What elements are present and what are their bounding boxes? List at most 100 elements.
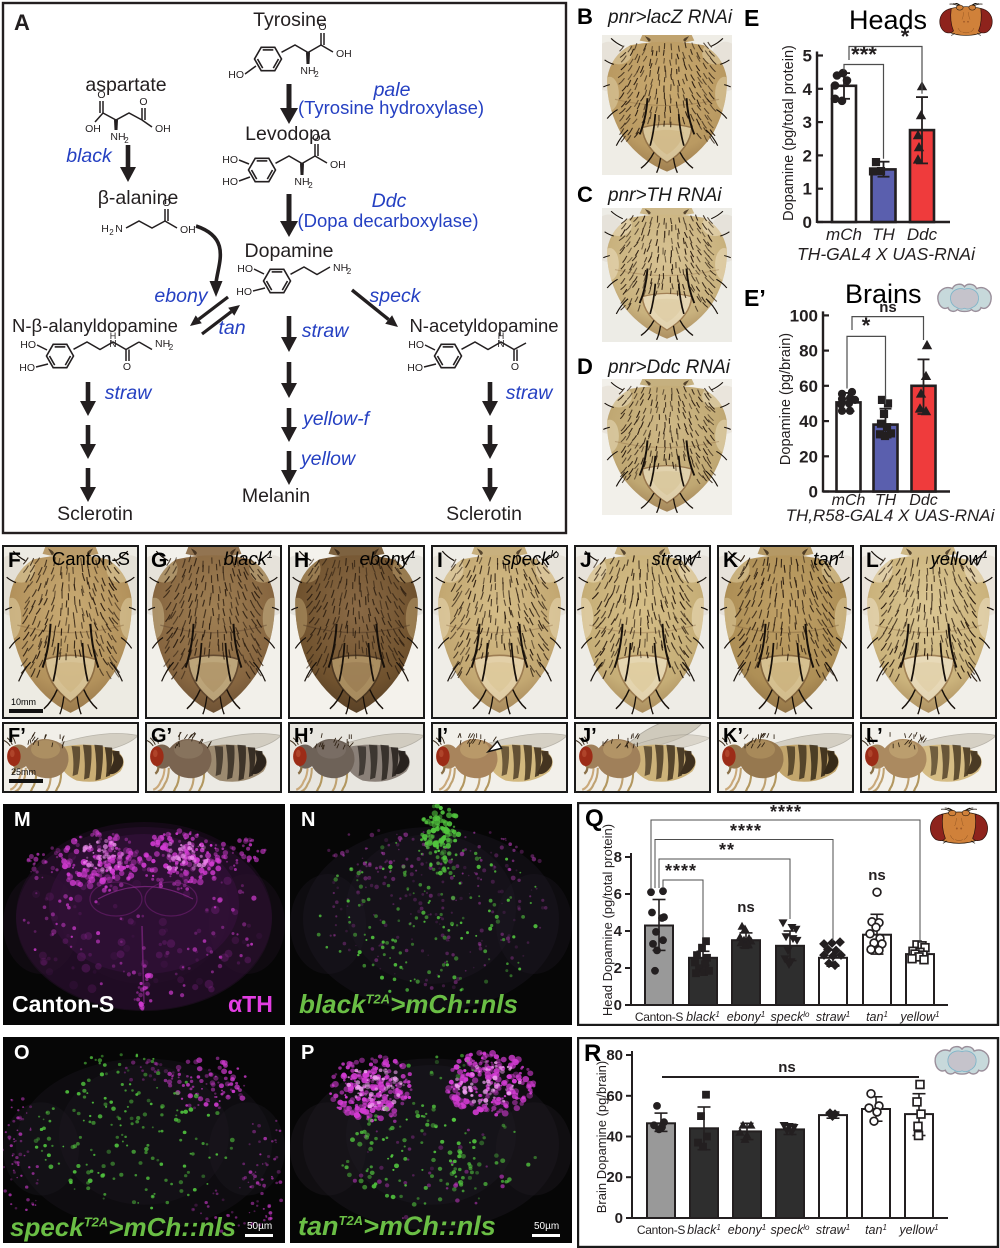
svg-text:O: O <box>139 96 147 108</box>
svg-text:**: ** <box>719 840 735 860</box>
svg-text:NH: NH <box>110 131 125 143</box>
svg-text:60: 60 <box>799 377 818 396</box>
svg-text:80: 80 <box>606 1047 623 1064</box>
svg-text:HO: HO <box>408 339 424 351</box>
svg-text:ns: ns <box>879 299 897 316</box>
svg-text:ns: ns <box>737 899 755 916</box>
svg-text:2: 2 <box>314 70 319 79</box>
svg-text:straw1: straw1 <box>816 1010 850 1025</box>
svg-text:HO: HO <box>222 154 238 166</box>
svg-text:O: O <box>318 21 326 33</box>
svg-text:N: N <box>109 339 116 350</box>
svg-text:straw1: straw1 <box>816 1223 850 1238</box>
svg-text:H: H <box>110 331 117 341</box>
svg-text:Dopamine: Dopamine <box>245 240 334 262</box>
svg-text:****: **** <box>665 861 697 881</box>
svg-text:O: O <box>511 361 519 373</box>
svg-text:specklo: specklo <box>771 1223 810 1238</box>
svg-text:ebony1: ebony1 <box>727 1010 766 1025</box>
svg-text:O: O <box>312 132 320 144</box>
svg-text:H: H <box>498 331 505 341</box>
svg-text:black: black <box>66 145 113 167</box>
svg-text:HO: HO <box>20 339 36 351</box>
svg-text:tan: tan <box>218 317 245 339</box>
svg-text:2: 2 <box>803 146 812 165</box>
svg-text:straw: straw <box>302 320 351 342</box>
svg-text:ebony: ebony <box>154 285 208 307</box>
svg-text:mCh: mCh <box>826 225 862 244</box>
svg-text:Tyrosine: Tyrosine <box>253 9 327 31</box>
svg-text:straw: straw <box>105 382 154 404</box>
svg-text:100: 100 <box>790 306 818 325</box>
svg-text:20: 20 <box>799 447 818 466</box>
svg-text:ebony1: ebony1 <box>728 1223 767 1238</box>
svg-text:4: 4 <box>614 923 623 940</box>
svg-text:OH: OH <box>180 224 196 236</box>
svg-text:0: 0 <box>809 483 818 502</box>
svg-text:Brain Dopamine (pg/brain): Brain Dopamine (pg/brain) <box>594 1061 609 1213</box>
svg-text:2: 2 <box>109 228 114 237</box>
svg-text:*: * <box>901 24 910 49</box>
svg-text:specklo: specklo <box>771 1010 810 1025</box>
svg-text:HO: HO <box>407 362 423 374</box>
svg-text:40: 40 <box>799 412 818 431</box>
svg-text:0: 0 <box>614 997 622 1014</box>
svg-text:Melanin: Melanin <box>242 485 310 507</box>
svg-text:HO: HO <box>19 362 35 374</box>
svg-text:OH: OH <box>336 48 352 60</box>
svg-text:Sclerotin: Sclerotin <box>446 503 522 525</box>
svg-text:1: 1 <box>803 180 812 199</box>
svg-text:OH: OH <box>330 159 346 171</box>
svg-text:80: 80 <box>799 342 818 361</box>
svg-text:TH,R58-GAL4 X UAS-RNAi: TH,R58-GAL4 X UAS-RNAi <box>786 506 996 525</box>
svg-text:4: 4 <box>803 80 813 99</box>
svg-text:O: O <box>97 89 105 101</box>
svg-text:black1: black1 <box>687 1223 721 1238</box>
svg-text:OH: OH <box>85 123 101 135</box>
svg-text:NH: NH <box>300 65 315 77</box>
svg-text:8: 8 <box>614 849 622 866</box>
svg-text:H: H <box>101 223 109 235</box>
svg-text:TH: TH <box>872 225 895 244</box>
svg-text:Canton-S: Canton-S <box>637 1223 686 1237</box>
svg-text:HO: HO <box>236 286 252 298</box>
svg-text:40: 40 <box>606 1129 623 1146</box>
svg-text:0: 0 <box>615 1210 623 1227</box>
svg-text:60: 60 <box>606 1088 623 1105</box>
svg-text:OH: OH <box>155 123 171 135</box>
svg-text:2: 2 <box>124 136 129 145</box>
svg-text:5: 5 <box>803 47 812 66</box>
svg-text:yellow1: yellow1 <box>899 1010 939 1025</box>
svg-text:NH: NH <box>333 262 348 274</box>
svg-text:20: 20 <box>606 1169 623 1186</box>
svg-text:***: *** <box>851 42 877 67</box>
svg-text:TH: TH <box>875 492 897 509</box>
svg-text:tan1: tan1 <box>866 1010 888 1025</box>
svg-text:N-acetyldopamine: N-acetyldopamine <box>409 315 558 336</box>
svg-text:Ddc: Ddc <box>909 492 937 509</box>
svg-text:*: * <box>862 313 871 338</box>
svg-text:N: N <box>497 339 504 350</box>
svg-text:NH: NH <box>155 338 170 350</box>
svg-text:yellow1: yellow1 <box>898 1223 938 1238</box>
svg-text:Head Dopamine (pg/total protei: Head Dopamine (pg/total protein) <box>600 824 615 1016</box>
svg-text:O: O <box>123 361 131 373</box>
svg-text:Dopamine (pg/brain): Dopamine (pg/brain) <box>778 333 794 465</box>
svg-text:A: A <box>14 10 30 35</box>
svg-text:O: O <box>162 197 170 209</box>
svg-text:aspartate: aspartate <box>85 74 166 96</box>
svg-text:HO: HO <box>228 69 244 81</box>
svg-text:TH-GAL4 X UAS-RNAi: TH-GAL4 X UAS-RNAi <box>797 244 976 264</box>
svg-text:2: 2 <box>308 181 313 190</box>
svg-text:pale: pale <box>373 79 411 101</box>
svg-text:(Dopa decarboxylase): (Dopa decarboxylase) <box>298 210 479 231</box>
svg-text:2: 2 <box>347 267 352 276</box>
svg-text:NH: NH <box>294 176 309 188</box>
svg-text:2: 2 <box>169 343 174 352</box>
svg-text:Ddc: Ddc <box>907 225 938 244</box>
svg-text:N: N <box>115 223 123 235</box>
svg-text:(Tyrosine hydroxylase): (Tyrosine hydroxylase) <box>298 97 484 118</box>
svg-text:Canton-S: Canton-S <box>635 1010 684 1024</box>
svg-text:tan1: tan1 <box>865 1223 887 1238</box>
svg-text:0: 0 <box>803 213 812 232</box>
